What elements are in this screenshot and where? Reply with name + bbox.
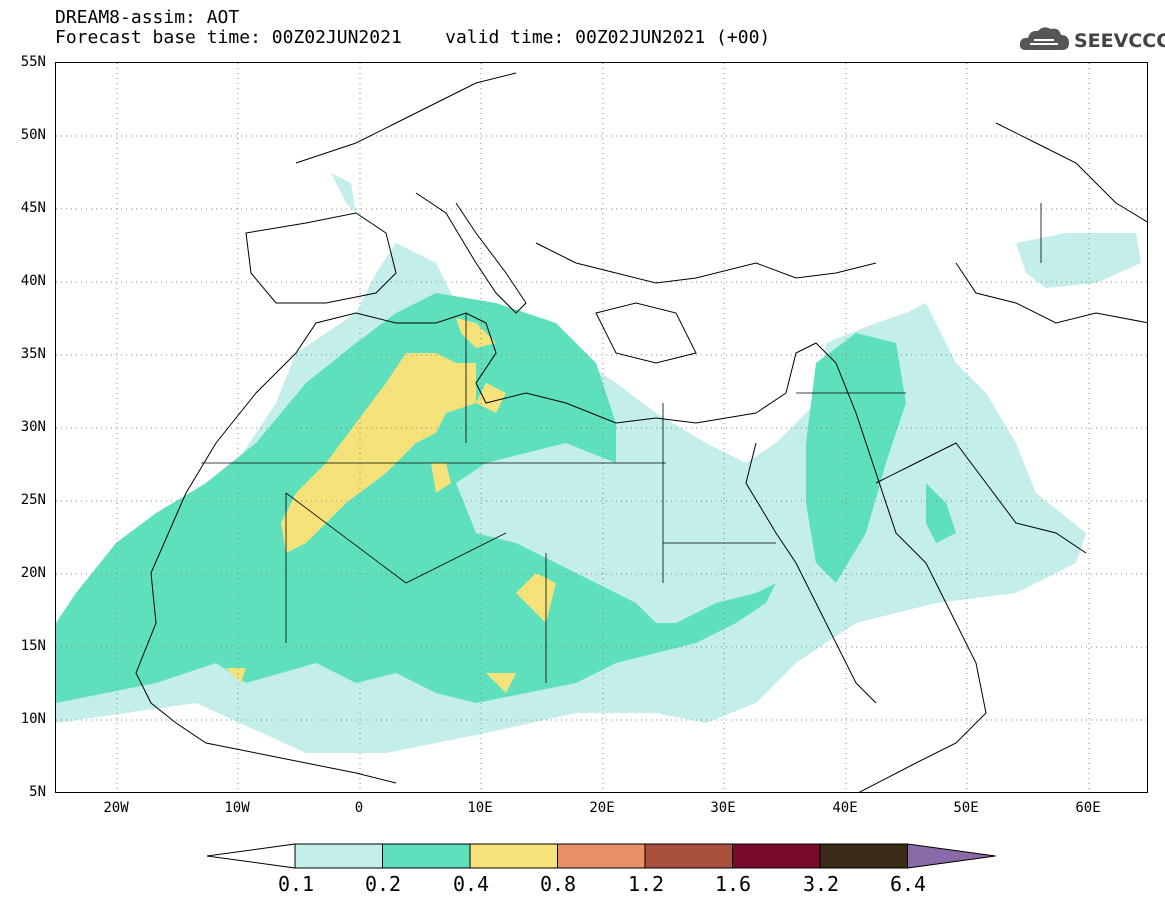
lon-label: 30E [710,800,736,816]
map-title: DREAM8-assim: AOT [55,7,240,28]
colorbar-label: 3.2 [802,872,840,896]
forecast-time-line: Forecast base time: 00Z02JUN2021 valid t… [55,27,771,48]
colorbar-extend-low [206,843,296,869]
colorbar-segment [557,843,646,869]
aot-contour-0.2 [56,293,776,703]
lon-label: 10W [224,800,250,816]
colorbar-label: 1.2 [627,872,665,896]
colorbar-label: 0.8 [539,872,577,896]
colorbar [206,843,996,869]
lat-label: 55N [20,54,46,70]
country-borders [201,203,1042,683]
logo-text: SEEVCCC [1074,30,1165,52]
lat-label: 30N [20,419,46,435]
colorbar-segment [819,843,908,869]
colorbar-segment [382,843,471,869]
aot-map [55,62,1148,793]
lon-label: 40E [832,800,858,816]
lat-label: 45N [20,200,46,216]
lat-label: 5N [29,784,46,800]
lat-label: 35N [20,346,46,362]
colorbar-label: 1.6 [714,872,752,896]
seevccc-logo: SEEVCCC [1018,22,1165,58]
colorbar-label: 0.4 [452,872,490,896]
lon-label: 60E [1075,800,1101,816]
colorbar-label: 0.1 [277,872,315,896]
lat-label: 25N [20,492,46,508]
coastlines [135,72,1147,792]
lon-label: 20E [589,800,615,816]
cloud-logo-icon [1019,27,1069,50]
colorbar-segment [294,843,383,869]
lon-label: 50E [953,800,979,816]
colorbar-label: 0.2 [364,872,402,896]
lon-label: 0 [354,800,364,816]
lat-label: 15N [20,638,46,654]
aot-map-canvas [56,63,1147,792]
lat-label: 50N [20,127,46,143]
colorbar-segment [469,843,558,869]
colorbar-extend-high [907,843,996,869]
colorbar-label: 6.4 [889,872,927,896]
colorbar-segment [644,843,733,869]
lat-label: 10N [20,711,46,727]
aot-contour-0.4 [281,353,476,553]
colorbar-segment [732,843,821,869]
lat-label: 20N [20,565,46,581]
lon-label: 20W [103,800,129,816]
lon-label: 10E [467,800,493,816]
lat-label: 40N [20,273,46,289]
map-grid [56,63,1147,792]
